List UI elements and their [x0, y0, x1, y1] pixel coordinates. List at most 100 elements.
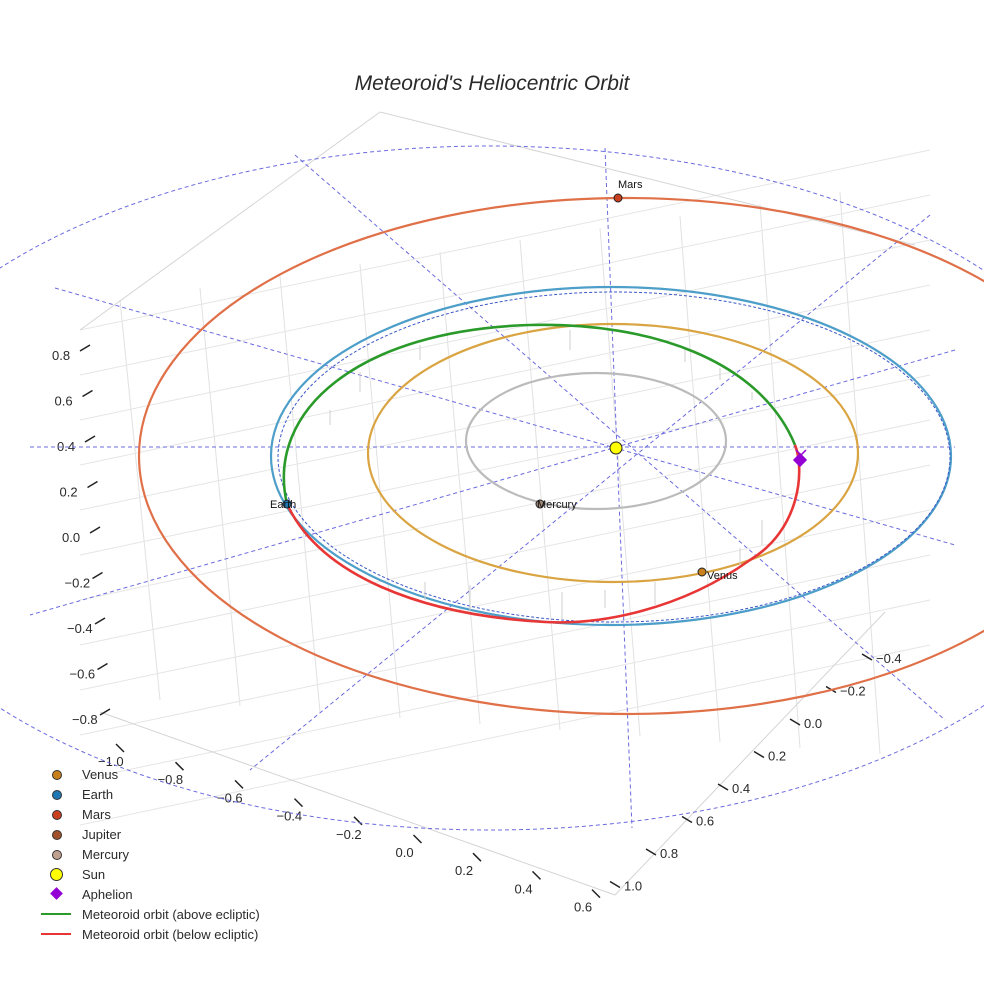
gridline: [839, 191, 881, 755]
body-mercury: [535, 499, 545, 509]
y-tick: [789, 718, 801, 726]
z-tick: [92, 571, 103, 580]
legend-label: Meteoroid orbit (below ecliptic): [82, 926, 259, 942]
legend-marker: [52, 770, 62, 780]
x-tick-label: −0.8: [158, 772, 184, 787]
legend-item[interactable]: Venus: [38, 764, 260, 784]
axis-line: [99, 711, 616, 896]
legend-marker: [41, 913, 71, 915]
gridline: [279, 275, 321, 713]
x-tick-label: −0.4: [277, 809, 303, 824]
x-tick-label: 0.0: [396, 845, 414, 860]
body-venus: [697, 567, 707, 577]
legend-item[interactable]: Aphelion: [38, 884, 260, 904]
legend-item[interactable]: Meteoroid orbit (above ecliptic): [38, 904, 260, 924]
ref-line: [294, 154, 946, 721]
gridline: [679, 215, 721, 743]
y-tick: [753, 750, 765, 759]
aphelion-cross: [795, 449, 807, 461]
legend-label: Mars: [82, 806, 111, 822]
gridline: [79, 329, 931, 511]
x-tick: [234, 779, 244, 789]
x-tick: [174, 761, 185, 771]
legend-label: Meteoroid orbit (above ecliptic): [82, 906, 260, 922]
gridline: [759, 203, 801, 749]
body-earth: [282, 499, 292, 509]
ref-line: [54, 287, 956, 546]
gridline: [79, 554, 931, 736]
z-tick-label: 0.2: [60, 485, 78, 500]
z-tick: [82, 389, 93, 398]
legend-item[interactable]: Earth: [38, 784, 260, 804]
body-sun: [609, 441, 623, 455]
body-label-venus: Venus: [707, 570, 738, 582]
ref-line: [249, 214, 931, 771]
z-tick-label: −0.6: [70, 667, 96, 682]
gridline: [79, 644, 931, 826]
legend-item[interactable]: Jupiter: [38, 824, 260, 844]
legend-label: Earth: [82, 786, 114, 802]
y-tick-label: 0.4: [732, 781, 750, 796]
legend-label: Aphelion: [82, 886, 133, 902]
legend-symbol: [38, 844, 74, 864]
y-tick-label: 0.0: [804, 716, 822, 731]
y-tick: [609, 880, 621, 889]
x-tick-label: 0.6: [574, 900, 592, 915]
orbit-mars: [138, 196, 984, 716]
legend-item[interactable]: Mercury: [38, 844, 260, 864]
x-tick: [531, 870, 542, 880]
aphelion-marker: [792, 452, 808, 468]
x-tick-label: 0.2: [455, 863, 473, 878]
legend-marker: [52, 810, 62, 820]
gridline: [199, 287, 241, 707]
gridline: [379, 111, 916, 246]
x-tick: [115, 743, 125, 753]
gridline: [79, 464, 931, 646]
legend: Venus Earth Mars Jupiter Mercury Sun Aphelion M…: [38, 764, 260, 944]
z-tick: [99, 708, 111, 716]
legend-symbol: [38, 784, 74, 804]
z-tick-label: −0.4: [67, 621, 93, 636]
legend-symbol: [38, 864, 74, 884]
z-tick: [94, 617, 106, 625]
gridline: [79, 419, 931, 601]
body-mars: [613, 193, 623, 203]
y-tick: [717, 783, 729, 791]
legend-label: Sun: [82, 866, 106, 882]
legend-marker: [50, 868, 63, 881]
x-tick-label: −0.2: [336, 827, 362, 842]
orbit-mercury: [464, 371, 728, 511]
y-tick-label: 1.0: [624, 879, 642, 894]
gridline: [79, 284, 931, 466]
legend-label: Jupiter: [82, 826, 122, 842]
gridline: [519, 239, 561, 731]
legend-symbol: [38, 824, 74, 844]
z-tick: [84, 435, 96, 443]
gridline: [79, 374, 931, 556]
x-tick: [353, 816, 363, 826]
reference-ellipse: [0, 145, 984, 831]
legend-item[interactable]: Sun: [38, 864, 260, 884]
gridline: [599, 227, 641, 737]
gridline: [79, 111, 381, 331]
y-tick: [861, 653, 873, 661]
gridline: [79, 509, 931, 691]
legend-marker: [52, 830, 62, 840]
z-tick-label: −0.8: [72, 712, 98, 727]
x-tick: [472, 852, 482, 862]
chart-title: Meteoroid's Heliocentric Orbit: [354, 72, 630, 95]
legend-symbol: [38, 924, 74, 944]
gridline: [79, 599, 931, 781]
z-tick: [97, 662, 108, 671]
y-tick-label: 0.8: [660, 846, 678, 861]
legend-symbol: [38, 904, 74, 924]
x-tick: [293, 798, 304, 808]
legend-item[interactable]: Mars: [38, 804, 260, 824]
y-tick: [645, 848, 657, 856]
body-label-mars: Mars: [618, 179, 643, 191]
y-tick-label: 0.6: [696, 814, 714, 829]
y-tick-label: 0.2: [768, 749, 786, 764]
gridline: [79, 239, 931, 421]
legend-item[interactable]: Meteoroid orbit (below ecliptic): [38, 924, 260, 944]
gridline: [119, 299, 161, 701]
